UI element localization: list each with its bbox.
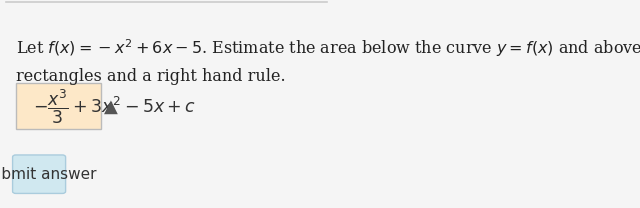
Text: ▲: ▲ <box>104 98 118 116</box>
Text: $-\dfrac{x^3}{3} + 3x^2 - 5x + c$: $-\dfrac{x^3}{3} + 3x^2 - 5x + c$ <box>33 88 196 126</box>
Text: Let $f(x) = -x^2 + 6x - 5$. Estimate the area below the curve $y = f(x)$ and abo: Let $f(x) = -x^2 + 6x - 5$. Estimate the… <box>16 37 640 85</box>
Text: Submit answer: Submit answer <box>0 167 97 182</box>
FancyBboxPatch shape <box>13 155 66 193</box>
FancyBboxPatch shape <box>16 83 101 129</box>
